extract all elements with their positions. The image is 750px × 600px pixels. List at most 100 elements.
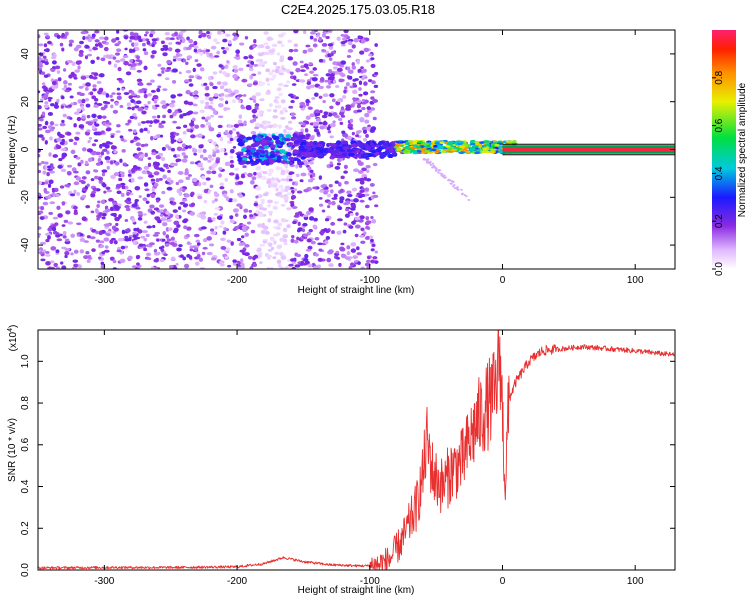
heatmap-cell: [403, 150, 409, 153]
heatmap-cell: [214, 207, 221, 210]
heatmap-cell: [338, 182, 342, 187]
heatmap-cell: [340, 242, 345, 246]
heatmap-cell: [351, 65, 357, 70]
heatmap-cell: [95, 230, 99, 235]
heatmap-cell: [357, 170, 364, 174]
heatmap-cell: [101, 91, 107, 96]
heatmap-cell: [116, 92, 122, 96]
heatmap-cell: [249, 180, 255, 185]
heatmap-cell: [204, 95, 210, 101]
heatmap-cell: [257, 253, 263, 259]
heatmap-cell: [291, 189, 295, 194]
heatmap-cell: [143, 182, 149, 187]
heatmap-cell: [312, 122, 319, 127]
heatmap-cell: [134, 46, 140, 51]
heatmap-cell: [440, 173, 444, 176]
heatmap-cell: [340, 175, 345, 180]
heatmap-cell: [436, 171, 440, 174]
heatmap-cell: [364, 262, 371, 267]
heatmap-cell: [259, 110, 265, 114]
heatmap-cell: [151, 50, 157, 55]
heatmap-cell: [356, 252, 362, 256]
heatmap-cell: [176, 247, 182, 252]
heatmap-cell: [235, 175, 240, 180]
heatmap-cell: [64, 89, 71, 93]
heatmap-cell: [93, 131, 100, 136]
heatmap-cell: [221, 81, 228, 86]
spectrogram-y-tick-label: 0: [20, 146, 31, 152]
heatmap-cell: [146, 82, 153, 86]
heatmap-cell: [235, 49, 241, 54]
heatmap-cell: [169, 37, 175, 41]
heatmap-cell: [137, 176, 144, 180]
snr-y-tick-label: 0.6: [20, 437, 31, 451]
heatmap-cell: [166, 67, 172, 70]
heatmap-cell: [186, 241, 191, 245]
heatmap-cell: [313, 38, 318, 42]
heatmap-cell: [296, 253, 302, 258]
heatmap-cell: [224, 64, 229, 70]
heatmap-cell: [330, 143, 338, 147]
heatmap-cell: [193, 233, 200, 238]
heatmap-cell: [232, 198, 238, 203]
heatmap-cell: [317, 257, 323, 262]
heatmap-cell: [269, 154, 276, 158]
heatmap-cell: [129, 59, 134, 63]
heatmap-cell: [203, 188, 209, 194]
heatmap-cell: [176, 57, 183, 62]
heatmap-cell: [167, 146, 172, 151]
snr-y-tick-label: 0.4: [20, 479, 31, 493]
heatmap-cell: [321, 33, 326, 38]
heatmap-cell: [282, 227, 288, 233]
heatmap-cell: [288, 156, 295, 161]
heatmap-cell: [162, 221, 168, 227]
heatmap-cell: [212, 141, 217, 146]
heatmap-cell: [44, 120, 49, 126]
heatmap-cell: [146, 130, 151, 134]
heatmap-cell: [347, 49, 354, 53]
heatmap-cell: [133, 116, 138, 120]
heatmap-cell: [346, 148, 353, 153]
heatmap-cell: [160, 67, 166, 71]
heatmap-cell: [248, 209, 253, 213]
heatmap-cell: [167, 108, 172, 114]
heatmap-cell: [275, 65, 281, 70]
heatmap-cell: [276, 158, 282, 163]
heatmap-cell: [193, 96, 199, 100]
heatmap-cell: [47, 194, 52, 199]
heatmap-cell: [334, 165, 341, 170]
heatmap-cell: [158, 177, 163, 181]
heatmap-cell: [343, 89, 347, 94]
heatmap-cell: [370, 248, 375, 252]
heatmap-cell: [151, 187, 155, 193]
heatmap-cell: [274, 251, 280, 256]
heatmap-cell: [132, 129, 137, 134]
heatmap-cell: [41, 136, 45, 141]
heatmap-cell: [153, 248, 158, 253]
heatmap-cell: [278, 72, 285, 76]
heatmap-cell: [85, 170, 91, 175]
heatmap-cell: [128, 128, 133, 132]
heatmap-cell: [372, 191, 376, 195]
heatmap-cell: [133, 136, 139, 140]
heatmap-cell: [480, 150, 487, 153]
heatmap-cell: [304, 152, 311, 157]
heatmap-cell: [94, 30, 100, 34]
heatmap-cell: [474, 151, 480, 155]
heatmap-cell: [329, 161, 333, 165]
heatmap-cell: [215, 159, 220, 164]
heatmap-cell: [345, 104, 351, 109]
heatmap-cell: [318, 175, 323, 180]
heatmap-cell: [94, 151, 101, 156]
heatmap-cell: [290, 136, 295, 142]
heatmap-cell: [126, 102, 132, 107]
heatmap-cell: [86, 129, 91, 133]
heatmap-cell: [184, 170, 189, 175]
heatmap-cell: [331, 197, 338, 200]
heatmap-cell: [341, 152, 347, 157]
heatmap-cell: [357, 99, 362, 104]
heatmap-cell: [77, 162, 82, 167]
heatmap-cell: [161, 120, 166, 124]
heatmap-cell: [299, 105, 304, 109]
heatmap-cell: [342, 37, 347, 41]
